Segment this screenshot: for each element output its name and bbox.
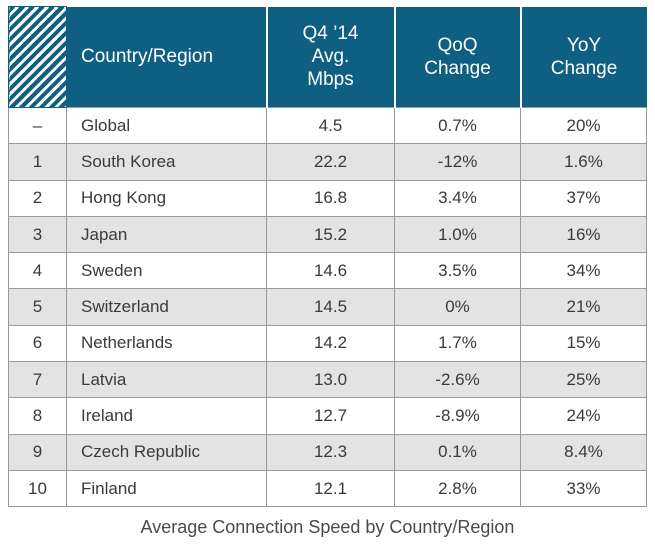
- cell-rank: 1: [8, 143, 67, 181]
- table-row: 5 Switzerland 14.5 0% 21%: [8, 288, 647, 326]
- header-yoy-line-2: Change: [550, 57, 618, 79]
- table-row: 8 Ireland 12.7 -8.9% 24%: [8, 397, 647, 435]
- header-yoy-line-1: YoY: [566, 34, 602, 56]
- cell-speed: 13.0: [266, 361, 395, 399]
- table-row: 3 Japan 15.2 1.0% 16%: [8, 215, 647, 254]
- cell-speed: 14.2: [266, 324, 395, 363]
- cell-yoy: 1.6%: [520, 143, 647, 181]
- cell-country: Japan: [66, 215, 267, 254]
- cell-yoy: 8.4%: [520, 433, 647, 471]
- table-row: 6 Netherlands 14.2 1.7% 15%: [8, 324, 647, 363]
- header-country: Country/Region: [66, 6, 268, 108]
- cell-country: Global: [66, 106, 267, 145]
- header-qoq-line-2: Change: [424, 57, 491, 79]
- cell-country: Netherlands: [66, 324, 267, 363]
- cell-yoy: 33%: [520, 469, 647, 508]
- cell-speed: 12.3: [266, 433, 395, 471]
- cell-rank: 4: [8, 252, 67, 290]
- header-speed: Q4 ’14 Avg. Mbps: [266, 6, 396, 108]
- cell-speed: 15.2: [266, 215, 395, 254]
- cell-qoq: -8.9%: [394, 397, 521, 435]
- table-row: 10 Finland 12.1 2.8% 33%: [8, 469, 647, 508]
- cell-qoq: 3.4%: [394, 179, 521, 217]
- cell-speed: 16.8: [266, 179, 395, 217]
- cell-qoq: 1.0%: [394, 215, 521, 254]
- cell-speed: 12.1: [266, 469, 395, 508]
- header-yoy: YoY Change: [520, 6, 647, 108]
- cell-qoq: -2.6%: [394, 361, 521, 399]
- cell-yoy: 34%: [520, 252, 647, 290]
- cell-speed: 4.5: [266, 106, 395, 145]
- cell-qoq: -12%: [394, 143, 521, 181]
- cell-qoq: 2.8%: [394, 469, 521, 508]
- table-row: 2 Hong Kong 16.8 3.4% 37%: [8, 179, 647, 217]
- table-body: – Global 4.5 0.7% 20% 1 South Korea 22.2 -12% 1.6…: [8, 106, 647, 508]
- cell-rank: 7: [8, 361, 67, 399]
- cell-speed: 22.2: [266, 143, 395, 181]
- table-row: 4 Sweden 14.6 3.5% 34%: [8, 252, 647, 290]
- cell-qoq: 0.7%: [394, 106, 521, 145]
- cell-rank: 2: [8, 179, 67, 217]
- cell-yoy: 15%: [520, 324, 647, 363]
- cell-yoy: 20%: [520, 106, 647, 145]
- cell-qoq: 3.5%: [394, 252, 521, 290]
- header-qoq: QoQ Change: [394, 6, 522, 108]
- cell-country: Ireland: [66, 397, 267, 435]
- cell-qoq: 0.1%: [394, 433, 521, 471]
- cell-speed: 14.6: [266, 252, 395, 290]
- cell-rank: 8: [8, 397, 67, 435]
- cell-country: Finland: [66, 469, 267, 508]
- cell-rank: –: [8, 106, 67, 145]
- cell-yoy: 24%: [520, 397, 647, 435]
- cell-country: Latvia: [66, 361, 267, 399]
- table-row: 9 Czech Republic 12.3 0.1% 8.4%: [8, 433, 647, 471]
- cell-qoq: 1.7%: [394, 324, 521, 363]
- cell-yoy: 37%: [520, 179, 647, 217]
- cell-country: South Korea: [66, 143, 267, 181]
- header-row: Country/Region Q4 ’14 Avg. Mbps QoQ Chan…: [8, 6, 647, 108]
- cell-rank: 6: [8, 324, 67, 363]
- cell-qoq: 0%: [394, 288, 521, 326]
- cell-rank: 3: [8, 215, 67, 254]
- cell-rank: 10: [8, 469, 67, 508]
- header-qoq-line-1: QoQ: [437, 34, 478, 56]
- cell-country: Sweden: [66, 252, 267, 290]
- cell-country: Hong Kong: [66, 179, 267, 217]
- hatch-pattern-cell: [8, 6, 67, 108]
- header-speed-line-2: Avg.: [311, 46, 350, 68]
- cell-yoy: 25%: [520, 361, 647, 399]
- cell-speed: 14.5: [266, 288, 395, 326]
- speed-table: Country/Region Q4 ’14 Avg. Mbps QoQ Chan…: [8, 6, 647, 508]
- cell-yoy: 21%: [520, 288, 647, 326]
- chart-caption: Average Connection Speed by Country/Regi…: [140, 517, 515, 537]
- cell-yoy: 16%: [520, 215, 647, 254]
- cell-country: Switzerland: [66, 288, 267, 326]
- header-speed-line-1: Q4 ’14: [302, 23, 359, 45]
- cell-rank: 5: [8, 288, 67, 326]
- header-speed-line-3: Mbps: [307, 69, 354, 91]
- table-row: 7 Latvia 13.0 -2.6% 25%: [8, 361, 647, 399]
- cell-country: Czech Republic: [66, 433, 267, 471]
- cell-speed: 12.7: [266, 397, 395, 435]
- table-row: 1 South Korea 22.2 -12% 1.6%: [8, 143, 647, 181]
- table-row: – Global 4.5 0.7% 20%: [8, 106, 647, 145]
- cell-rank: 9: [8, 433, 67, 471]
